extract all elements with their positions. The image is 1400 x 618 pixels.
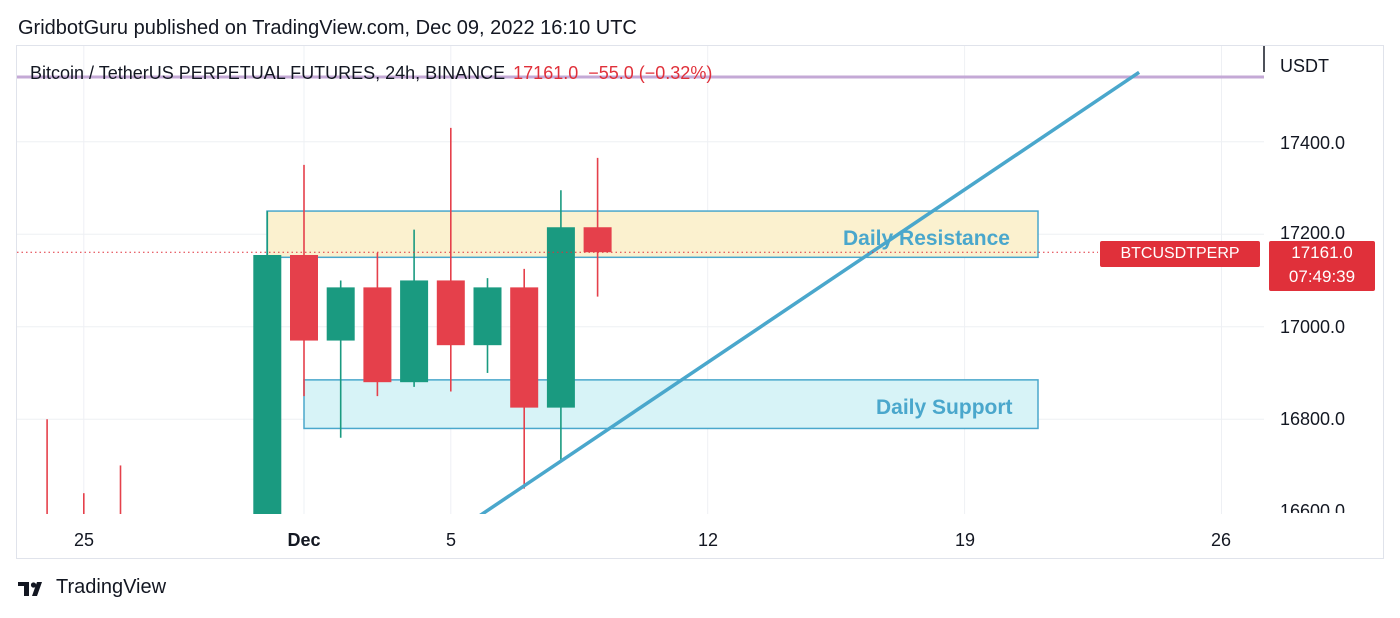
chart-frame (16, 45, 1384, 559)
tradingview-logo-icon (18, 581, 42, 596)
publisher-line: GridbotGuru published on TradingView.com… (18, 17, 637, 39)
candle-body (253, 255, 282, 514)
y-tick-label: 17200.0 (1280, 223, 1346, 243)
resistance-zone-label: Daily Resistance (843, 227, 1010, 250)
trendline (479, 70, 1141, 514)
candles-group (33, 127, 612, 539)
candle-body (546, 227, 575, 408)
x-tick-label: 5 (445, 530, 457, 550)
chart-legend: Bitcoin / TetherUS PERPETUAL FUTURES, 24… (30, 63, 712, 84)
y-tick-label: 16800.0 (1280, 409, 1346, 429)
tradingview-wordmark: TradingView (56, 576, 167, 598)
legend-change: −55.0 (−0.32%) (588, 63, 713, 83)
last-price-tag: 17161.0 07:49:39 (1269, 241, 1375, 291)
candle-body (33, 530, 61, 539)
candle-body (436, 280, 465, 346)
x-tick-label: 19 (954, 530, 976, 550)
x-tick-label: 25 (73, 530, 95, 550)
x-tick-label: 12 (697, 530, 719, 550)
candle-body (107, 530, 135, 539)
candle-body (400, 280, 429, 383)
candle-body (326, 287, 355, 341)
y-tick-label: 17000.0 (1280, 317, 1346, 337)
bar-countdown: 07:49:39 (1288, 267, 1356, 286)
y-tick-label: 16600.0 (1280, 501, 1346, 513)
candle-body (290, 255, 318, 341)
legend-symbol: Bitcoin / TetherUS PERPETUAL FUTURES, 24… (30, 63, 506, 83)
legend-last-price: 17161.0 (513, 63, 579, 83)
axis-unit: USDT (1280, 56, 1329, 76)
resistance-zone (266, 210, 1039, 259)
candle-body (583, 227, 612, 253)
last-price-value: 17161.0 (1291, 243, 1353, 262)
x-tick-label: 26 (1210, 530, 1232, 550)
symbol-price-tag: BTCUSDTPERP (1100, 241, 1260, 267)
candle-body (363, 287, 392, 383)
support-zone (303, 379, 1039, 430)
x-tick-label: Dec (287, 530, 321, 550)
candle-body (473, 287, 502, 346)
y-tick-label: 17400.0 (1280, 133, 1346, 153)
tradingview-logo[interactable]: TradingView (18, 576, 166, 599)
support-zone-label: Daily Support (876, 396, 1013, 419)
candle-body (510, 287, 539, 408)
